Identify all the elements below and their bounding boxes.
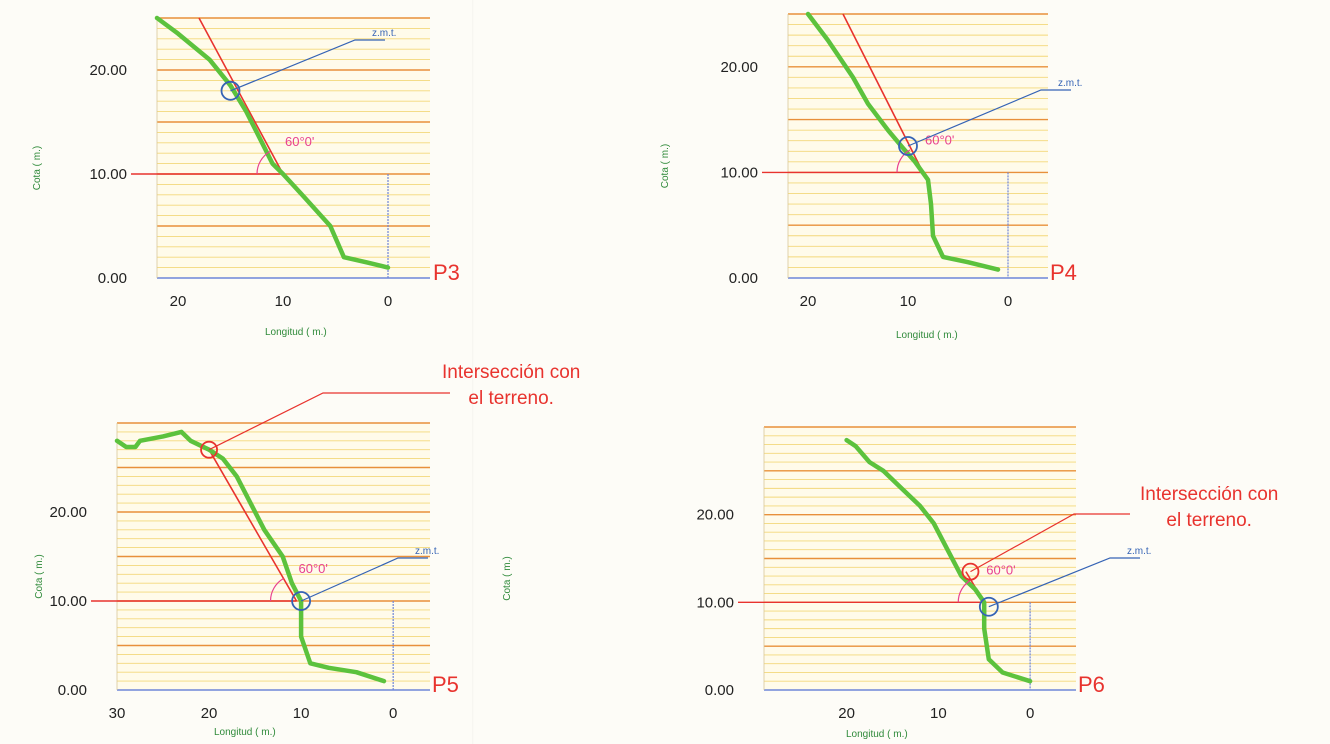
- x-axis-label: Longitud ( m.): [265, 327, 327, 338]
- x-axis-label: Longitud ( m.): [896, 330, 958, 341]
- x-tick-label: 10: [293, 705, 310, 722]
- plot-background: [788, 14, 1048, 278]
- annotation-intersection-p6: Intersección con el terreno.: [1140, 482, 1278, 534]
- x-tick-label: 20: [201, 705, 218, 722]
- annotation-line: Intersección con: [442, 362, 581, 383]
- x-tick-label: 10: [900, 293, 917, 310]
- profile-chart-p4: 0.00 10.00 20.00 20 10 0 Longitud ( m.) Cota ( …: [660, 11, 1082, 341]
- y-tick-label: 10.00: [720, 164, 758, 181]
- x-tick-label: 0: [1026, 705, 1034, 722]
- profile-chart-p6: 0.00 10.00 20.00 20 10 0 Longitud ( m.) Cota ( …: [502, 426, 1151, 740]
- zmt-label: z.m.t.: [372, 28, 396, 39]
- terrain-profile-line: [805, 11, 1001, 272]
- y-axis-label: Cota ( m.): [502, 556, 513, 600]
- zmt-label: z.m.t.: [1058, 78, 1082, 89]
- x-tick-label: 20: [838, 705, 855, 722]
- angle-label: 60°0': [299, 561, 328, 576]
- plot-background: [157, 18, 430, 278]
- profile-chart-p5: 0.00 10.00 20.00 30 20 10 0 Longitud ( m.) Cota …: [34, 392, 459, 738]
- intersection-leader-line: [970, 513, 1130, 573]
- annotation-line: el terreno.: [468, 388, 554, 409]
- y-tick-label: 20.00: [720, 59, 758, 76]
- y-axis-label: Cota ( m.): [660, 144, 671, 188]
- angle-arc: [256, 150, 271, 175]
- x-tick-label: 20: [170, 293, 187, 310]
- y-axis-label: Cota ( m.): [34, 554, 45, 598]
- y-tick-label: 20.00: [89, 62, 127, 79]
- x-tick-label: 30: [109, 705, 126, 722]
- angle-arc: [896, 149, 911, 173]
- x-tick-label: 0: [1004, 293, 1012, 310]
- y-tick-label: 10.00: [89, 166, 127, 183]
- zmt-marker: [291, 591, 312, 611]
- zmt-leader-line: [230, 39, 385, 92]
- zmt-marker: [978, 596, 999, 617]
- x-tick-label: 20: [800, 293, 817, 310]
- y-tick-label: 0.00: [98, 270, 127, 287]
- annotation-line: el terreno.: [1166, 510, 1252, 531]
- y-tick-label: 20.00: [696, 507, 734, 524]
- y-tick-label: 20.00: [49, 504, 87, 521]
- y-axis-label: Cota ( m.): [32, 146, 43, 190]
- y-tick-label: 0.00: [705, 682, 734, 699]
- x-axis-label: Longitud ( m.): [846, 729, 908, 740]
- profile-label: P5: [432, 672, 459, 697]
- y-tick-label: 10.00: [49, 593, 87, 610]
- y-tick-label: 0.00: [729, 270, 758, 287]
- profile-label: P3: [433, 260, 460, 285]
- x-tick-label: 0: [389, 705, 397, 722]
- intersection-marker: [200, 440, 218, 459]
- angle-arc: [269, 577, 284, 602]
- angle-label: 60°0': [285, 134, 314, 149]
- angle-label: 60°0': [925, 132, 954, 147]
- slope-line: [842, 13, 924, 173]
- zmt-leader-line: [300, 557, 428, 602]
- y-tick-label: 0.00: [58, 682, 87, 699]
- x-axis-label: Longitud ( m.): [214, 727, 276, 738]
- slope-line: [208, 449, 298, 602]
- zmt-marker: [220, 80, 241, 101]
- x-tick-label: 10: [275, 293, 292, 310]
- zmt-leader-line: [988, 557, 1140, 608]
- profile-label: P4: [1050, 260, 1077, 285]
- slope-line: [198, 17, 284, 175]
- intersection-marker: [961, 562, 980, 581]
- zmt-marker: [898, 136, 918, 156]
- terrain-profile-line: [114, 429, 387, 684]
- terrain-profile-line: [154, 15, 391, 270]
- angle-arc: [957, 579, 972, 603]
- x-tick-label: 0: [384, 293, 392, 310]
- profile-label: P6: [1078, 672, 1105, 697]
- y-tick-label: 10.00: [696, 594, 734, 611]
- angle-label: 60°0': [986, 562, 1015, 577]
- annotation-intersection-p5: Intersección con el terreno.: [442, 360, 580, 412]
- zmt-label: z.m.t.: [415, 546, 439, 557]
- zmt-label: z.m.t.: [1127, 546, 1151, 557]
- zmt-leader-line: [907, 89, 1071, 147]
- page-fold: [472, 0, 474, 744]
- annotation-line: Intersección con: [1140, 484, 1279, 505]
- intersection-leader-line: [208, 392, 450, 451]
- x-tick-label: 10: [930, 705, 947, 722]
- terrain-profile-line: [844, 437, 1033, 684]
- profile-chart-p3: 0.00 10.00 20.00 20 10 0 Longitud ( m.) Cota ( …: [32, 15, 460, 338]
